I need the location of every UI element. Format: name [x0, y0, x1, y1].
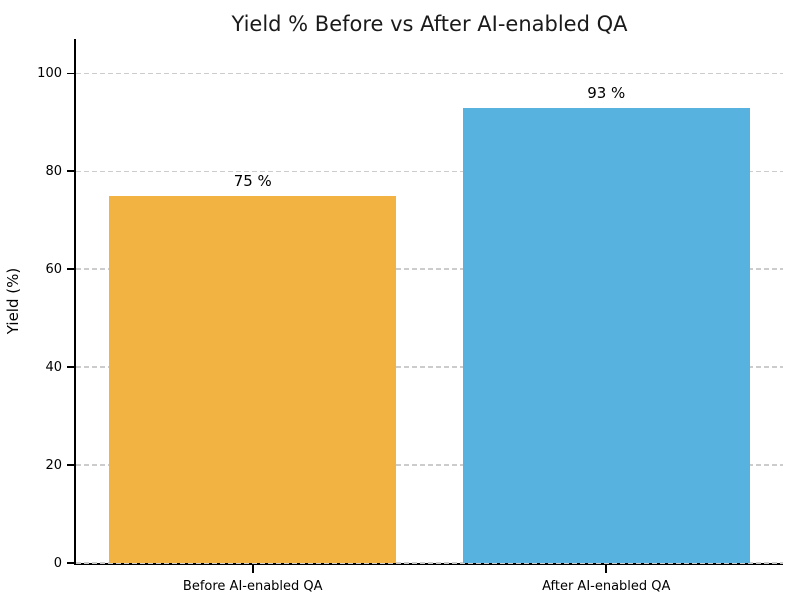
gridline-y-60 [76, 268, 783, 270]
y-axis-spine [74, 39, 76, 565]
bar-before-ai-enabled-qa [109, 195, 397, 563]
y-tick-label-0: 0 [53, 555, 62, 571]
bar-value-label-after-ai-enabled-qa: 93 % [587, 83, 626, 102]
gridline-y-40 [76, 366, 783, 368]
bar-after-ai-enabled-qa [462, 107, 750, 563]
gridline-y-0 [76, 562, 783, 564]
y-tick-label-60: 60 [45, 261, 62, 277]
gridline-y-80 [76, 170, 783, 172]
y-tick-label-80: 80 [45, 163, 62, 179]
y-tick-mark-60 [67, 268, 75, 270]
y-tick-label-100: 100 [37, 65, 62, 81]
y-axis-label-text: Yield (%) [4, 267, 22, 335]
gridline-y-100 [76, 72, 783, 74]
y-tick-label-20: 20 [45, 457, 62, 473]
x-tick-mark-before-ai-enabled-qa [251, 564, 254, 573]
x-tick-label-after-ai-enabled-qa: After AI-enabled QA [542, 579, 671, 594]
chart-title: Yield % Before vs After AI-enabled QA [231, 12, 628, 36]
bar-value-label-before-ai-enabled-qa: 75 % [233, 171, 272, 190]
plot-area: 0 20 40 60 80 100 75 % Before AI-enabled QA 93 %… [37, 39, 783, 594]
y-tick-mark-40 [67, 366, 75, 368]
y-tick-mark-100 [67, 72, 75, 75]
gridline-y-20 [76, 464, 783, 466]
y-tick-mark-80 [67, 170, 75, 173]
x-tick-mark-after-ai-enabled-qa [605, 564, 608, 573]
x-axis-spine [74, 563, 783, 565]
x-tick-label-before-ai-enabled-qa: Before AI-enabled QA [182, 579, 323, 594]
y-tick-mark-20 [67, 464, 75, 466]
y-tick-mark-0 [67, 562, 75, 564]
y-tick-label-40: 40 [45, 359, 62, 375]
